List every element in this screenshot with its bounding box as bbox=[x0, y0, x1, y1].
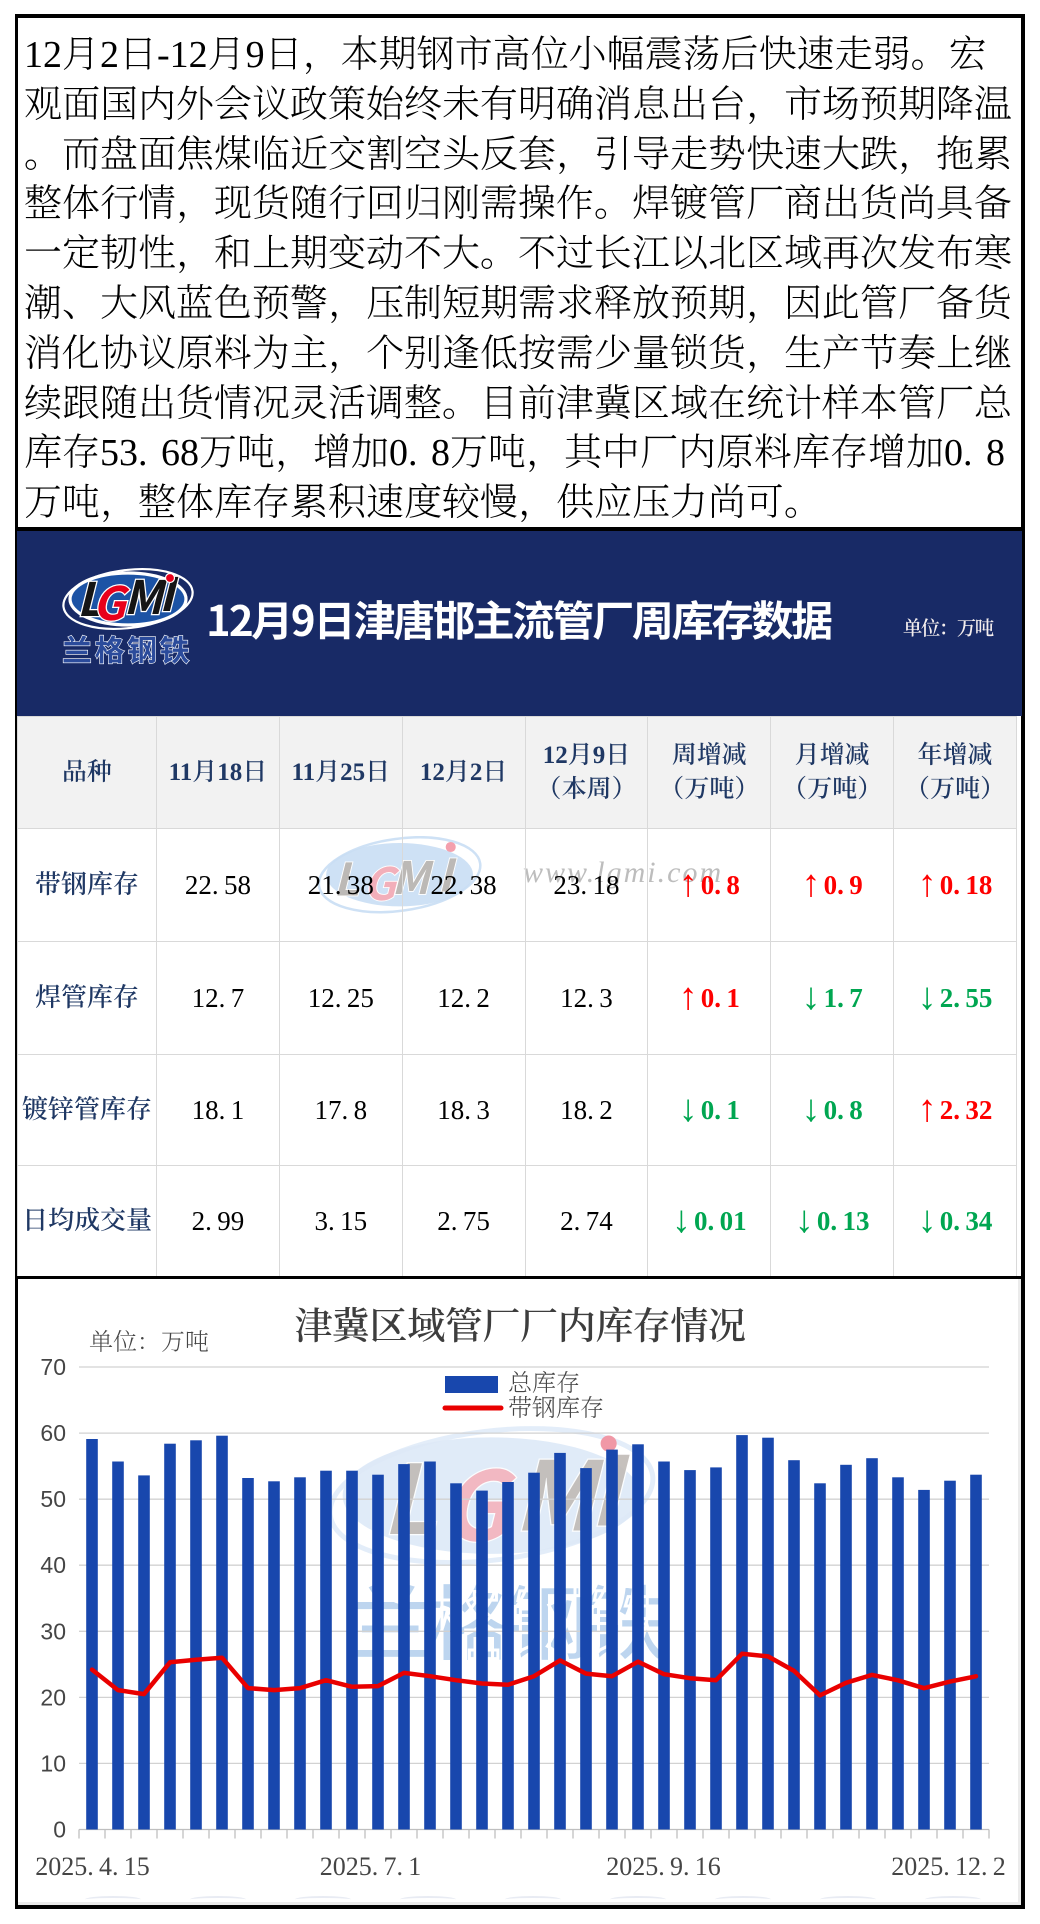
svg-text:0: 0 bbox=[53, 1816, 66, 1842]
svg-text:M: M bbox=[123, 562, 167, 628]
svg-text:2025. 4. 15: 2025. 4. 15 bbox=[35, 1852, 149, 1881]
svg-text:单位：万吨: 单位：万吨 bbox=[89, 1322, 209, 1357]
svg-text:40: 40 bbox=[40, 1552, 66, 1578]
svg-text:30: 30 bbox=[40, 1618, 66, 1644]
svg-text:津冀区域管厂厂内库存情况: 津冀区域管厂厂内库存情况 bbox=[294, 1295, 745, 1350]
svg-text:L: L bbox=[77, 564, 104, 630]
svg-text:G: G bbox=[93, 568, 130, 634]
svg-text:兰格钢铁: 兰格钢铁 bbox=[62, 626, 192, 670]
svg-text:带钢库存: 带钢库存 bbox=[508, 1388, 604, 1423]
svg-text:20: 20 bbox=[40, 1684, 66, 1710]
svg-text:60: 60 bbox=[40, 1420, 66, 1446]
svg-text:2025. 7. 1: 2025. 7. 1 bbox=[320, 1852, 421, 1881]
svg-text:70: 70 bbox=[40, 1354, 66, 1380]
svg-text:10: 10 bbox=[40, 1750, 66, 1776]
svg-text:总库存: 总库存 bbox=[508, 1363, 580, 1398]
svg-text:50: 50 bbox=[40, 1486, 66, 1512]
svg-text:2025. 12. 2: 2025. 12. 2 bbox=[891, 1852, 1005, 1881]
svg-text:2025. 9. 16: 2025. 9. 16 bbox=[606, 1852, 720, 1881]
